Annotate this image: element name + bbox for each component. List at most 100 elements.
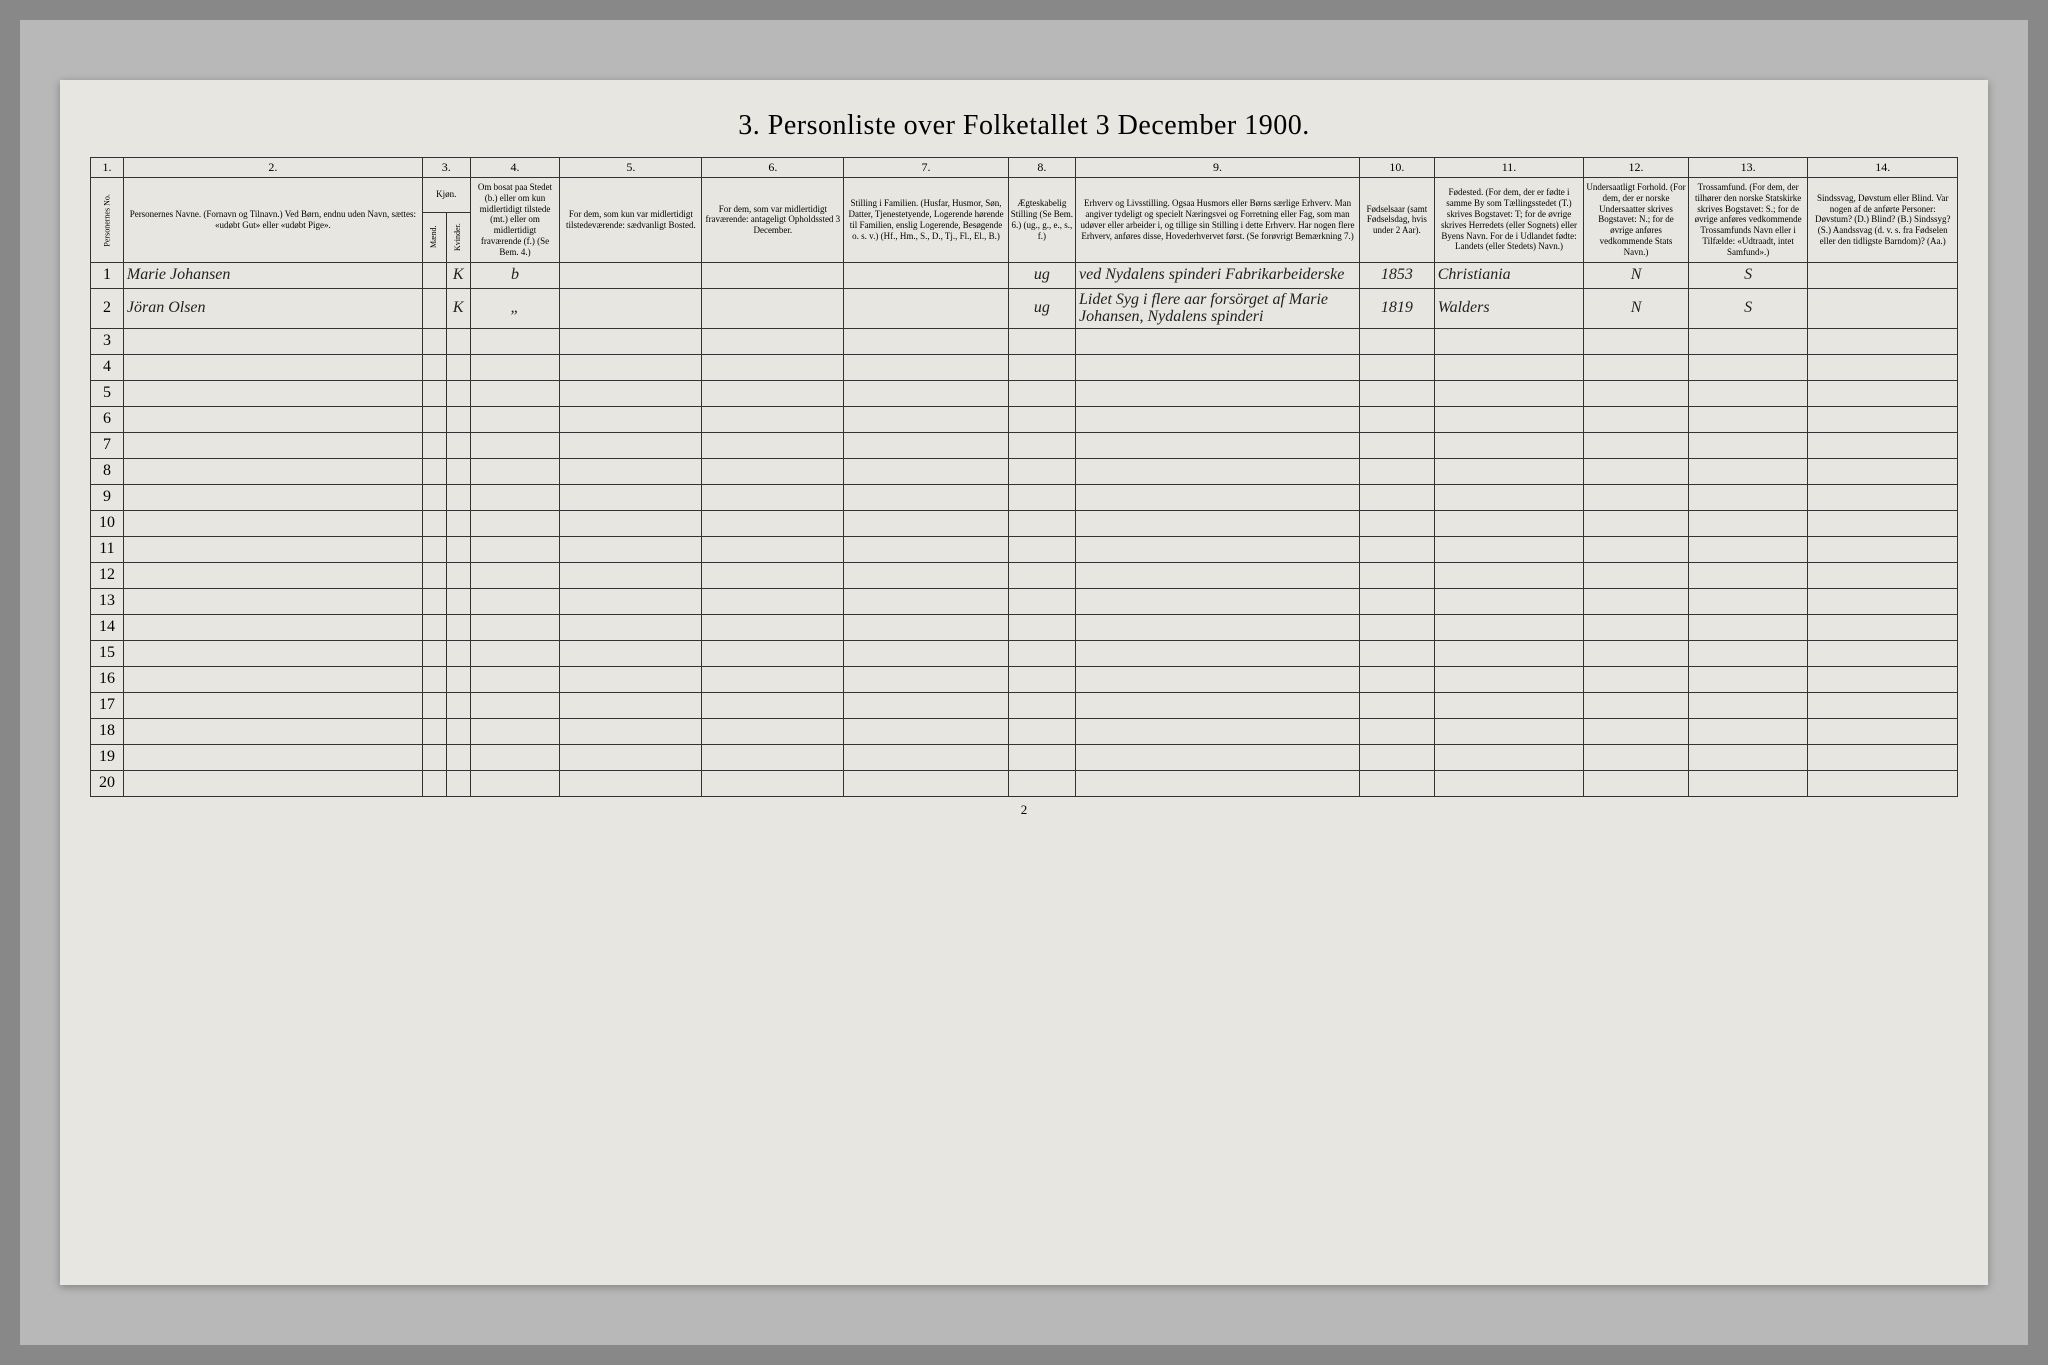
header-temp-absent: For dem, som var midlertidigt fraværende… [702,178,844,263]
cell-temp-present [560,380,702,406]
table-row: 14 [91,614,1958,640]
cell-religion [1688,432,1808,458]
colnum-3: 3. [422,158,470,178]
header-birthplace: Fødested. (For dem, der er fødte i samme… [1434,178,1583,263]
cell-religion [1688,588,1808,614]
cell-name [123,640,422,666]
cell-sex-m [422,380,446,406]
cell-sex-k [446,770,470,796]
cell-disability [1808,640,1958,666]
cell-marital [1008,562,1075,588]
cell-residence [470,744,560,770]
cell-residence [470,718,560,744]
cell-residence [470,770,560,796]
cell-marital [1008,380,1075,406]
cell-birth-year [1360,666,1435,692]
cell-birthplace [1434,640,1583,666]
table-row: 20 [91,770,1958,796]
cell-religion [1688,614,1808,640]
cell-marital [1008,536,1075,562]
cell-marital [1008,692,1075,718]
cell-occupation [1076,458,1360,484]
cell-birthplace: Walders [1434,288,1583,328]
cell-disability [1808,458,1958,484]
cell-birthplace [1434,666,1583,692]
cell-religion [1688,510,1808,536]
cell-sex-k [446,380,470,406]
cell-occupation [1076,562,1360,588]
table-row: 6 [91,406,1958,432]
cell-birthplace [1434,354,1583,380]
colnum-14: 14. [1808,158,1958,178]
cell-birth-year [1360,458,1435,484]
cell-temp-present [560,770,702,796]
cell-nationality [1584,406,1689,432]
cell-sex-k: K [446,262,470,288]
cell-temp-present [560,640,702,666]
table-row: 3 [91,328,1958,354]
cell-occupation [1076,770,1360,796]
cell-sex-m [422,510,446,536]
row-number: 3 [91,328,124,354]
cell-sex-m [422,666,446,692]
table-row: 19 [91,744,1958,770]
cell-name [123,666,422,692]
table-row: 12 [91,562,1958,588]
cell-name [123,744,422,770]
table-row: 8 [91,458,1958,484]
cell-birthplace [1434,718,1583,744]
cell-disability [1808,770,1958,796]
document-title: 3. Personliste over Folketallet 3 Decemb… [90,110,1958,142]
cell-occupation [1076,718,1360,744]
cell-temp-present [560,432,702,458]
table-row: 18 [91,718,1958,744]
header-religion: Trossamfund. (For dem, der tilhører den … [1688,178,1808,263]
header-marital: Ægteskabelig Stilling (Se Bem. 6.) (ug.,… [1008,178,1075,263]
cell-nationality [1584,536,1689,562]
cell-birthplace [1434,562,1583,588]
colnum-4: 4. [470,158,560,178]
table-row: 10 [91,510,1958,536]
colnum-13: 13. [1688,158,1808,178]
page-wrapper: 3. Personliste over Folketallet 3 Decemb… [20,20,2028,1345]
cell-name [123,380,422,406]
cell-name [123,692,422,718]
cell-marital [1008,510,1075,536]
cell-marital [1008,718,1075,744]
colnum-5: 5. [560,158,702,178]
cell-family-pos [844,484,1008,510]
cell-family-pos [844,614,1008,640]
cell-residence [470,588,560,614]
cell-name [123,614,422,640]
cell-name [123,718,422,744]
cell-sex-m [422,458,446,484]
cell-name [123,458,422,484]
census-table: 1. 2. 3. 4. 5. 6. 7. 8. 9. 10. 11. 12. 1… [90,157,1958,797]
cell-nationality [1584,640,1689,666]
cell-sex-m [422,562,446,588]
cell-residence [470,380,560,406]
cell-religion [1688,380,1808,406]
header-person-no: Personernes No. [91,178,124,263]
cell-temp-absent [702,614,844,640]
cell-nationality [1584,458,1689,484]
cell-occupation [1076,692,1360,718]
cell-sex-m [422,288,446,328]
cell-disability [1808,510,1958,536]
cell-temp-absent [702,536,844,562]
cell-nationality [1584,770,1689,796]
cell-residence: „ [470,288,560,328]
cell-temp-absent [702,718,844,744]
row-number: 11 [91,536,124,562]
colnum-11: 11. [1434,158,1583,178]
row-number: 15 [91,640,124,666]
cell-marital [1008,484,1075,510]
cell-sex-k [446,744,470,770]
cell-family-pos [844,744,1008,770]
cell-sex-m [422,718,446,744]
cell-marital: ug [1008,288,1075,328]
cell-sex-m [422,354,446,380]
cell-temp-present [560,484,702,510]
header-names: Personernes Navne. (Fornavn og Tilnavn.)… [123,178,422,263]
cell-name [123,328,422,354]
